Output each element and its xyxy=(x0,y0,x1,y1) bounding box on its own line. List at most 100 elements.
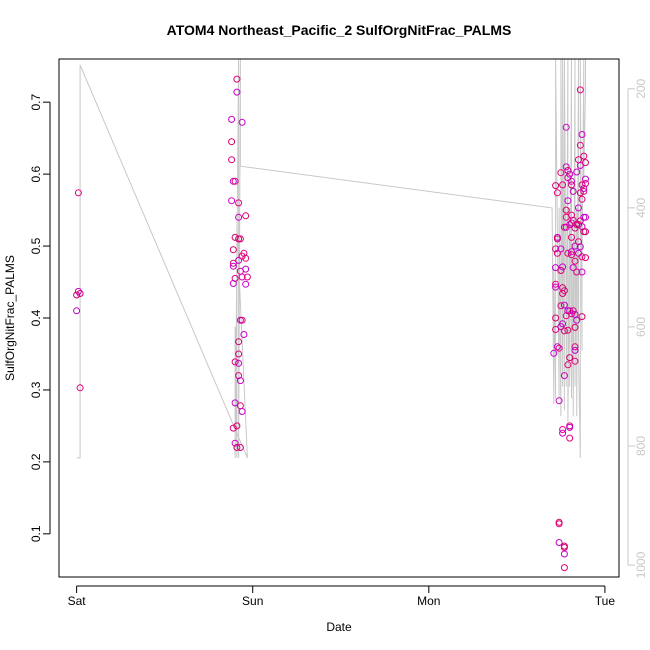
data-point xyxy=(233,75,241,83)
data-point xyxy=(569,307,577,315)
data-point xyxy=(564,174,572,182)
data-point xyxy=(560,564,568,572)
data-point xyxy=(559,320,567,328)
x-axis: Sat Sun Mon Tue xyxy=(68,585,616,608)
data-point xyxy=(553,189,561,197)
data-point xyxy=(560,550,568,558)
data-point xyxy=(557,302,565,310)
data-point xyxy=(573,268,581,276)
data-point xyxy=(580,152,588,160)
data-point xyxy=(235,213,243,221)
y-tick-label: 0.2 xyxy=(29,453,43,470)
data-point xyxy=(238,408,246,415)
data-point xyxy=(562,206,570,214)
data-point xyxy=(560,301,568,309)
data-point xyxy=(564,326,572,334)
data-point xyxy=(564,361,572,369)
data-point xyxy=(578,181,586,189)
data-point xyxy=(576,243,584,251)
data-point xyxy=(569,187,577,195)
data-point xyxy=(233,88,241,96)
y2-tick-label: 1000 xyxy=(634,551,648,578)
data-point xyxy=(555,539,563,546)
data-point xyxy=(576,162,584,169)
data-point xyxy=(229,262,237,270)
data-point xyxy=(73,307,81,315)
data-point xyxy=(571,224,579,232)
data-point xyxy=(552,283,560,291)
y2-tick-label: 800 xyxy=(634,436,648,456)
y2-tick-label: 600 xyxy=(634,317,648,337)
y-tick-label: 0.6 xyxy=(29,165,43,182)
data-point xyxy=(231,399,239,407)
data-point xyxy=(568,181,575,189)
data-point xyxy=(555,344,563,352)
plot-frame xyxy=(58,58,620,578)
data-point xyxy=(582,175,589,183)
data-point xyxy=(576,141,584,149)
data-point xyxy=(74,189,82,197)
data-point xyxy=(76,290,84,297)
points-layer xyxy=(73,75,589,572)
data-point xyxy=(578,268,586,276)
data-point xyxy=(243,273,251,281)
data-point xyxy=(568,248,575,256)
data-point xyxy=(575,221,582,228)
data-point xyxy=(76,384,84,392)
data-point xyxy=(229,246,237,254)
data-point xyxy=(578,253,586,261)
data-point xyxy=(552,245,560,253)
data-point xyxy=(582,228,589,236)
data-point xyxy=(568,233,575,241)
data-point xyxy=(582,213,589,221)
data-point xyxy=(231,358,239,366)
y2-axis-right: 200 400 600 800 1000 xyxy=(627,78,648,578)
data-point xyxy=(235,350,243,358)
data-point xyxy=(571,343,579,351)
secondary-line-layer xyxy=(76,58,588,459)
data-point xyxy=(564,197,572,205)
data-point xyxy=(582,254,589,262)
y-tick-label: 0.1 xyxy=(29,525,43,542)
data-point xyxy=(242,280,250,288)
data-point xyxy=(578,195,586,203)
y-tick-label: 0.4 xyxy=(29,309,43,326)
data-point xyxy=(550,349,558,357)
data-point xyxy=(571,346,579,354)
data-point xyxy=(552,326,560,333)
x-tick-label: Tue xyxy=(595,594,616,608)
data-point xyxy=(229,280,237,287)
data-point xyxy=(582,159,589,167)
data-point xyxy=(555,520,563,528)
y-axis-label: SulfOrgNitFrac_PALMS xyxy=(3,255,17,381)
data-point xyxy=(560,327,568,335)
data-point xyxy=(231,177,239,185)
data-point xyxy=(228,115,236,123)
data-point xyxy=(559,181,567,189)
data-point xyxy=(229,259,237,267)
data-point xyxy=(553,235,561,243)
x-axis-label: Date xyxy=(326,620,352,634)
data-point xyxy=(557,245,565,253)
data-point xyxy=(557,267,565,274)
data-point xyxy=(573,168,581,176)
y-tick-label: 0.3 xyxy=(29,381,43,398)
data-point xyxy=(238,118,246,126)
data-point xyxy=(553,343,561,351)
data-point xyxy=(73,291,81,299)
data-point xyxy=(560,372,568,380)
data-point xyxy=(566,434,574,442)
data-point xyxy=(564,249,572,257)
data-point xyxy=(560,287,568,295)
data-point xyxy=(562,163,570,171)
data-point xyxy=(233,422,241,430)
data-point xyxy=(553,249,561,257)
data-point xyxy=(562,123,570,131)
data-point xyxy=(566,221,574,228)
data-point xyxy=(552,314,560,322)
data-point xyxy=(242,212,250,220)
data-point xyxy=(571,323,579,331)
data-point xyxy=(576,189,584,197)
data-point xyxy=(580,185,588,192)
data-point xyxy=(569,216,577,224)
